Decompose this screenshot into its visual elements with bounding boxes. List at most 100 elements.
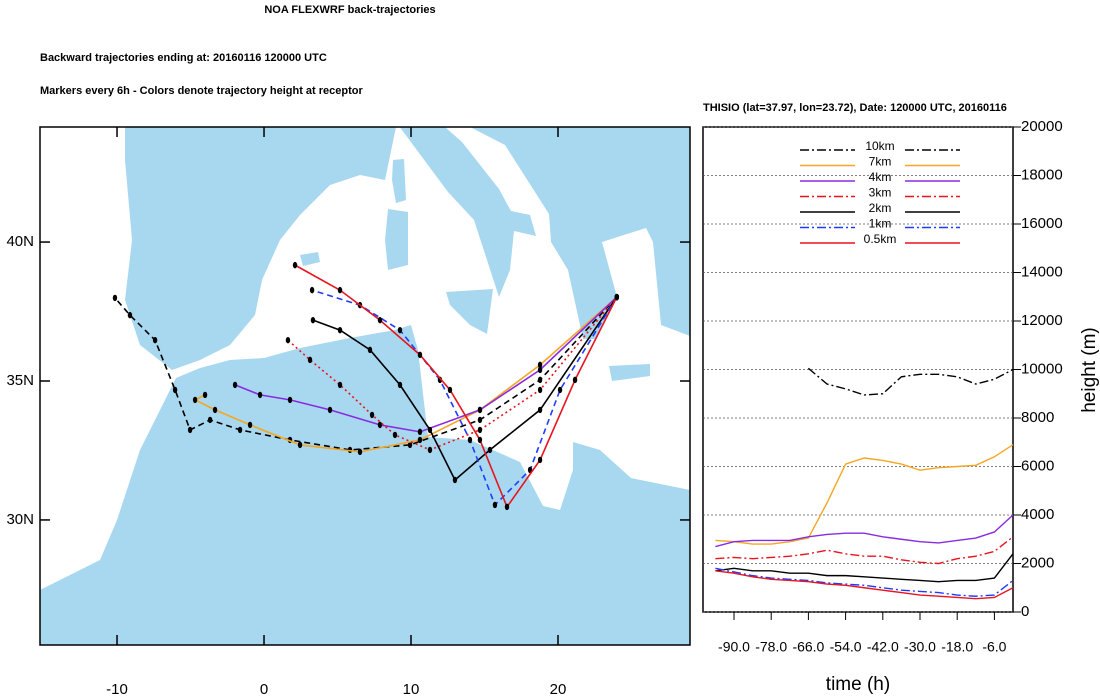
x-tick-label: -6.0 [982,639,1006,655]
y-tick-label: 2000 [1021,554,1054,571]
sicily [446,289,493,334]
y-tick-label: 18000 [1021,166,1063,183]
chart-title: THISIO (lat=37.97, lon=23.72), Date: 120… [703,102,1007,114]
marker [397,381,403,389]
marker [572,376,578,384]
series-line [715,514,1014,548]
marker [377,421,383,429]
x-tick-label: -78.0 [755,639,787,655]
marker [427,426,433,434]
x-tick-label: -42.0 [867,639,899,655]
x-tick-label: -30.0 [904,639,936,655]
series-line [715,567,1014,597]
marker [285,336,291,344]
y-tick-label: 0 [1021,603,1029,620]
marker [327,406,333,414]
subtitle: Backward trajectories ending at: 2016011… [40,52,327,64]
marker [467,436,473,444]
marker [367,346,373,354]
marker [307,356,313,364]
marker [172,386,178,394]
italy [396,127,536,297]
marker [207,416,213,424]
annotation: Markers every 6h - Colors denote traject… [40,85,363,97]
y-tick-label: 20000 [1021,118,1063,135]
marker [452,476,458,484]
corsica [392,159,406,203]
y-tick-label: 12000 [1021,312,1063,329]
marker [477,426,483,434]
marker [477,406,483,414]
map [39,126,691,646]
marker [187,426,193,434]
marker [487,446,493,454]
y-tick-label: 35N [6,372,34,389]
marker [310,316,316,324]
balearics [300,252,320,266]
marker [377,316,383,324]
marker [417,436,423,444]
marker [392,431,398,439]
x-tick-label: -10 [106,681,128,698]
series-line [715,570,1014,600]
x-tick-label: 0 [260,681,268,698]
africa [40,325,690,645]
marker [417,351,423,359]
marker [287,396,293,404]
marker [537,366,543,374]
marker [257,391,263,399]
y-tick-label: 16000 [1021,215,1063,232]
y-tick-label: 8000 [1021,409,1054,426]
marker [127,311,133,319]
marker [369,411,375,419]
trajectory [294,264,618,509]
legend-label: 2km [869,201,892,215]
marker [192,396,198,404]
y-tick-label: 6000 [1021,457,1054,474]
marker [557,386,563,394]
y-tick-label: 10000 [1021,360,1063,377]
legend-label: 1km [869,217,892,231]
marker [337,381,343,389]
marker [309,286,315,294]
marker [357,448,363,456]
marker [397,326,403,334]
marker [504,503,510,511]
marker [537,361,543,369]
x-tick-label: -90.0 [718,639,750,655]
marker [212,406,218,414]
marker [152,336,158,344]
sardinia [385,209,408,270]
marker [537,406,543,414]
marker [537,456,543,464]
trajectory [193,296,618,453]
map-frame [39,126,691,646]
series-line [715,536,1014,565]
series-line [715,553,1014,583]
height-chart: THISIO (lat=37.97, lon=23.72), Date: 120… [702,102,1100,695]
marker [237,426,243,434]
y-tick-label: 4000 [1021,506,1054,523]
balkans-turkey [470,127,690,339]
x-tick-label: -66.0 [792,639,824,655]
x-tick-label: -54.0 [830,639,862,655]
legend-label: 4km [869,170,892,184]
marker [247,421,253,429]
y-tick-label: 40N [6,233,34,250]
marker [232,381,238,389]
marker [297,441,303,449]
marker [477,436,483,444]
marker [537,386,543,394]
marker [202,391,208,399]
marker [407,441,413,449]
y-tick-label: 14000 [1021,263,1063,280]
y-tick-label: 30N [6,511,34,528]
land [40,127,690,645]
marker [337,286,343,294]
x-axis-label: time (h) [826,674,890,695]
marker [417,428,423,436]
marker [492,501,498,509]
x-tick-label: 20 [550,681,567,698]
marker [112,294,118,302]
